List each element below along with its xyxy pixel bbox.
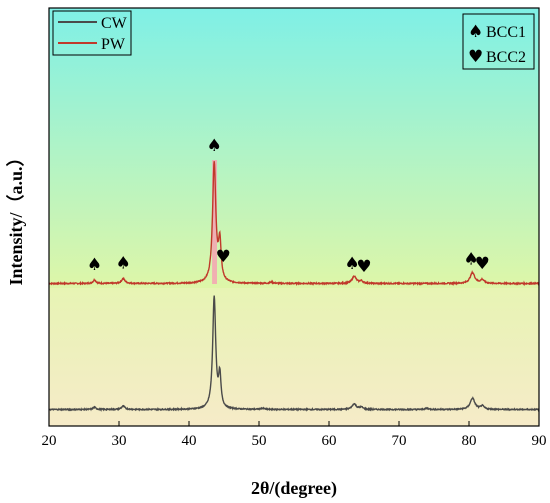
heart-icon: ♥ [468, 47, 483, 67]
peak-annotations: ♠ ♠♠♥ ♠♥ ♠♥ [87, 136, 490, 277]
spade-icon: ♠ [87, 255, 102, 275]
x-axis-label: 2θ/(degree) [251, 478, 337, 499]
x-tick-label: 30 [112, 433, 127, 449]
phase-legend-box [462, 13, 535, 70]
series-legend: CW PW [52, 10, 132, 56]
spade-icon: ♠ [468, 22, 483, 42]
plot-background [49, 8, 539, 426]
x-tick-label: 80 [462, 433, 477, 449]
series-legend-box [52, 10, 132, 56]
phase-label-bcc2: BCC2 [486, 49, 526, 66]
series-layer [48, 161, 540, 413]
spade-icon: ♠ [207, 136, 222, 156]
highlight-band-layer [212, 160, 217, 284]
highlight-band [212, 160, 217, 284]
heart-icon: ♥ [356, 257, 371, 277]
legend-label-cw: CW [101, 15, 128, 32]
heart-icon: ♥ [475, 254, 490, 274]
x-tick-label: 90 [532, 433, 547, 449]
phase-label-bcc1: BCC1 [486, 24, 526, 41]
y-axis-label: Intensity/（a.u.） [6, 148, 26, 285]
x-tick-label: 50 [252, 433, 267, 449]
x-tick-label: 40 [182, 433, 197, 449]
legend-label-pw: PW [101, 36, 126, 53]
spade-icon: ♠ [463, 250, 478, 270]
x-tick-label: 20 [42, 433, 57, 449]
phase-legend: ♠ BCC1 ♥ BCC2 [462, 13, 535, 70]
x-tick-label: 60 [322, 433, 337, 449]
plot-frame [48, 7, 540, 427]
series-line-cw [48, 295, 540, 413]
x-ticks: 20 30 40 50 60 70 80 90 [42, 421, 547, 449]
lower-background [49, 288, 539, 426]
heart-icon: ♥ [216, 247, 231, 267]
spade-icon: ♠ [344, 254, 359, 274]
series-line-pw [49, 161, 540, 287]
x-tick-label: 70 [392, 433, 407, 449]
spade-icon: ♠ [116, 254, 131, 274]
